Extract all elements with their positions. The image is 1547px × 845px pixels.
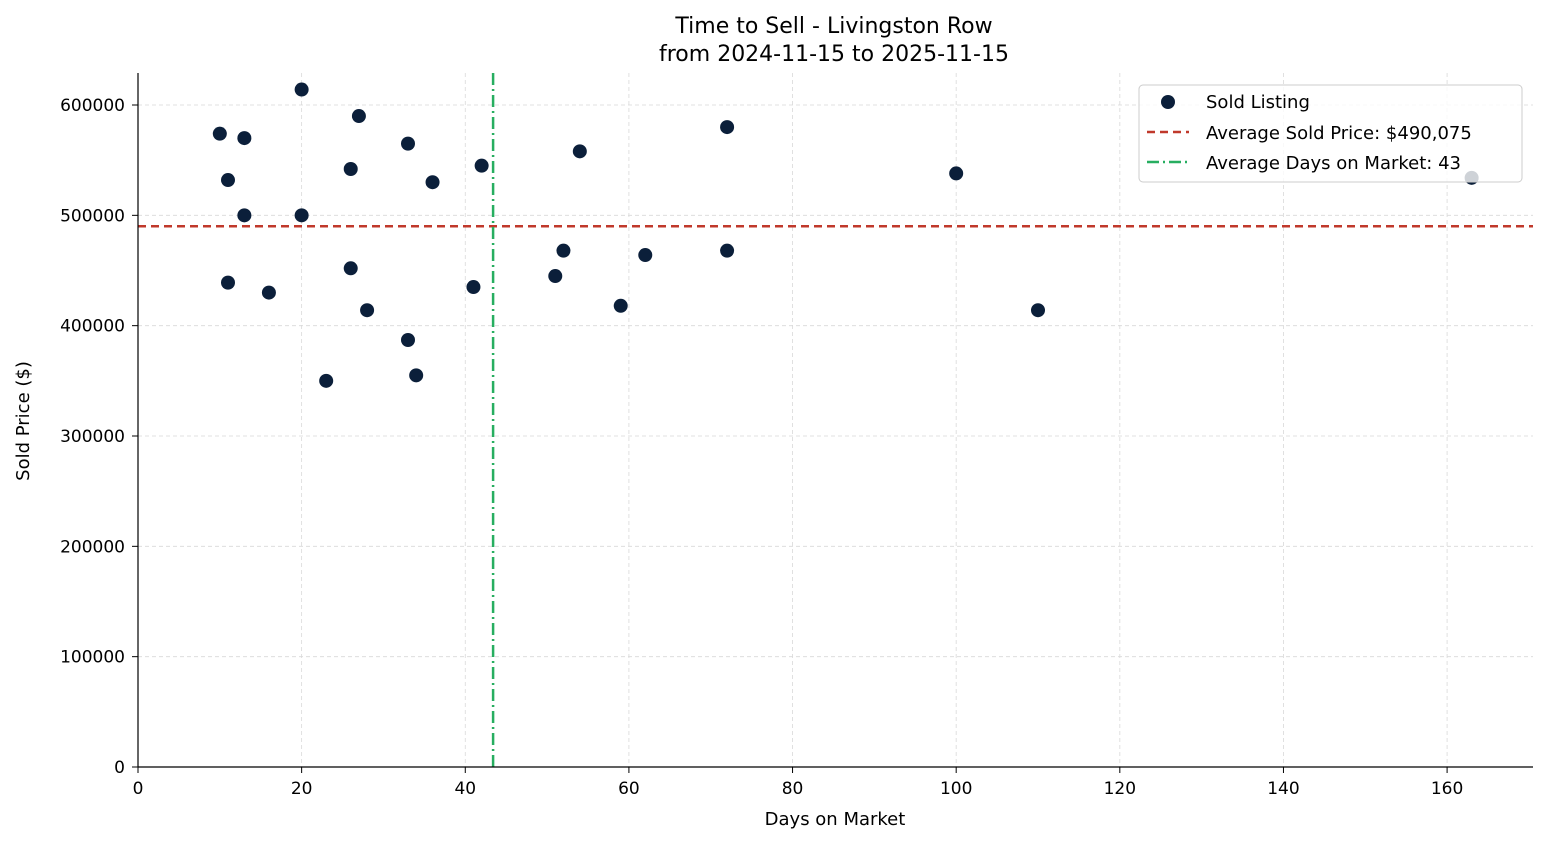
x-tick-label: 120	[1104, 779, 1136, 799]
data-point	[343, 261, 358, 276]
legend-frame	[1138, 84, 1523, 183]
data-point	[720, 243, 735, 258]
data-point	[294, 82, 309, 97]
grid-lines	[138, 73, 1533, 767]
x-tick-label: 80	[782, 779, 804, 799]
data-point	[720, 120, 735, 135]
x-tick-label: 140	[1267, 779, 1299, 799]
data-point	[409, 368, 424, 383]
data-point	[638, 248, 653, 263]
y-tick-label: 600000	[60, 96, 125, 116]
data-point	[351, 109, 366, 124]
x-axis-label: Days on Market	[765, 809, 906, 830]
data-point	[401, 136, 415, 151]
legend-label-average-days: Average Days on Market: 43	[1206, 153, 1461, 174]
y-tick-label: 0	[114, 758, 125, 778]
data-point	[237, 208, 252, 223]
x-tick-label: 100	[940, 779, 972, 799]
reference-lines	[138, 73, 1533, 767]
axes	[132, 73, 1533, 773]
x-tick-label: 60	[618, 779, 640, 799]
y-tick-label: 300000	[60, 427, 125, 447]
data-point	[261, 285, 276, 300]
chart-title-line1: Time to Sell - Livingston Row	[674, 14, 992, 39]
x-tick-label: 0	[133, 779, 144, 799]
data-point	[556, 243, 571, 258]
data-point	[319, 373, 334, 388]
y-tick-label: 100000	[60, 648, 125, 668]
y-tick-label: 200000	[60, 537, 125, 557]
tick-labels: 0 20 40 60 80 100 120 140 160 0 100000 200000 300000…	[60, 96, 1463, 799]
y-tick-label: 500000	[60, 206, 125, 226]
y-axis-label: Sold Price ($)	[13, 361, 34, 481]
data-point	[474, 158, 489, 173]
data-points	[212, 82, 1479, 388]
data-point	[401, 333, 415, 348]
legend: Sold Listing Average Sold Price: $490,07…	[1138, 84, 1523, 183]
x-tick-label: 20	[291, 779, 313, 799]
data-point	[360, 303, 375, 318]
x-tick-label: 160	[1431, 779, 1463, 799]
chart-title-line2: from 2024-11-15 to 2025-11-15	[659, 42, 1009, 67]
data-point	[425, 175, 440, 190]
data-point	[343, 161, 358, 176]
data-point	[212, 126, 227, 141]
data-point	[613, 298, 628, 313]
data-point	[294, 208, 309, 223]
legend-label-sold-listing: Sold Listing	[1206, 92, 1310, 113]
data-point	[949, 166, 964, 181]
data-point	[572, 144, 587, 159]
y-tick-label: 400000	[60, 317, 125, 337]
legend-label-average-price: Average Sold Price: $490,075	[1206, 123, 1472, 144]
legend-marker-sold-listing	[1161, 95, 1175, 109]
data-point	[221, 275, 235, 290]
data-point	[1031, 303, 1045, 318]
data-point	[466, 280, 481, 295]
data-point	[221, 173, 235, 188]
data-point	[548, 269, 563, 284]
x-tick-label: 40	[454, 779, 476, 799]
data-point	[237, 131, 252, 146]
